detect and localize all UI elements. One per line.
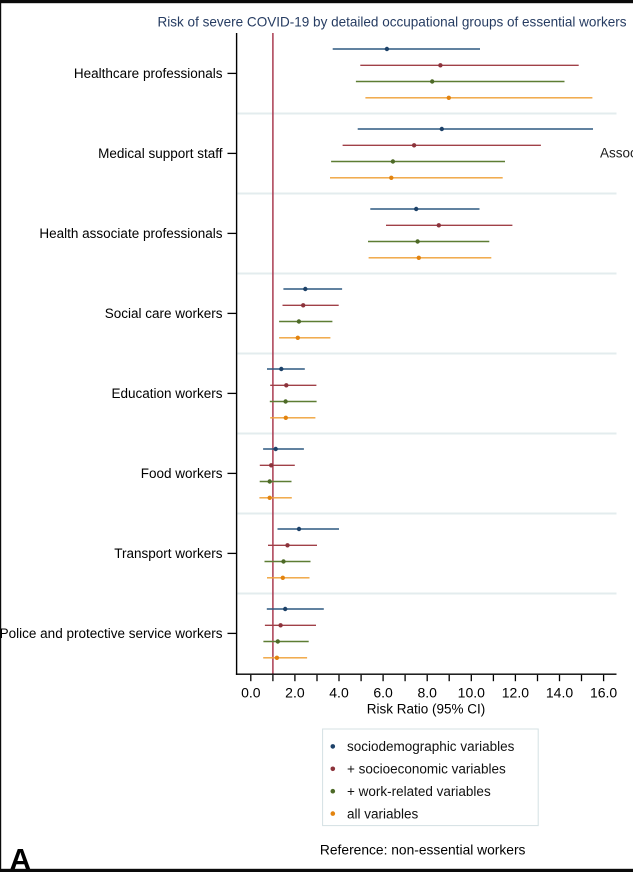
svg-text:0.0: 0.0 xyxy=(241,685,261,701)
svg-text:+ socioeconomic variables: + socioeconomic variables xyxy=(347,762,506,777)
svg-text:12.0: 12.0 xyxy=(502,685,529,701)
svg-text:Associ: Associ xyxy=(600,146,633,161)
svg-text:Education workers: Education workers xyxy=(111,386,222,401)
svg-text:4.0: 4.0 xyxy=(329,685,349,701)
svg-text:2.0: 2.0 xyxy=(285,685,305,701)
svg-text:Healthcare professionals: Healthcare professionals xyxy=(74,66,223,81)
svg-text:sociodemographic variables: sociodemographic variables xyxy=(347,739,515,754)
svg-text:6.0: 6.0 xyxy=(373,685,393,701)
svg-text:Health associate professionals: Health associate professionals xyxy=(39,226,222,241)
svg-text:Risk Ratio (95% CI): Risk Ratio (95% CI) xyxy=(367,702,486,717)
svg-text:16.0: 16.0 xyxy=(590,685,617,701)
svg-text:all variables: all variables xyxy=(347,806,419,821)
svg-text:Food workers: Food workers xyxy=(141,466,223,481)
svg-text:14.0: 14.0 xyxy=(546,685,573,701)
svg-text:Medical support staff: Medical support staff xyxy=(98,146,223,161)
svg-text:Police and protective service: Police and protective service workers xyxy=(0,626,223,641)
svg-text:10.0: 10.0 xyxy=(458,685,485,701)
svg-text:Risk of severe COVID-19 by det: Risk of severe COVID-19 by detailed occu… xyxy=(158,13,627,29)
svg-text:Transport workers: Transport workers xyxy=(114,546,223,561)
svg-text:Social care workers: Social care workers xyxy=(105,306,223,321)
svg-text:8.0: 8.0 xyxy=(417,685,437,701)
svg-text:A: A xyxy=(10,844,32,873)
svg-text:Reference: non-essential worke: Reference: non-essential workers xyxy=(320,843,526,858)
svg-text:+ work-related variables: + work-related variables xyxy=(347,784,491,799)
